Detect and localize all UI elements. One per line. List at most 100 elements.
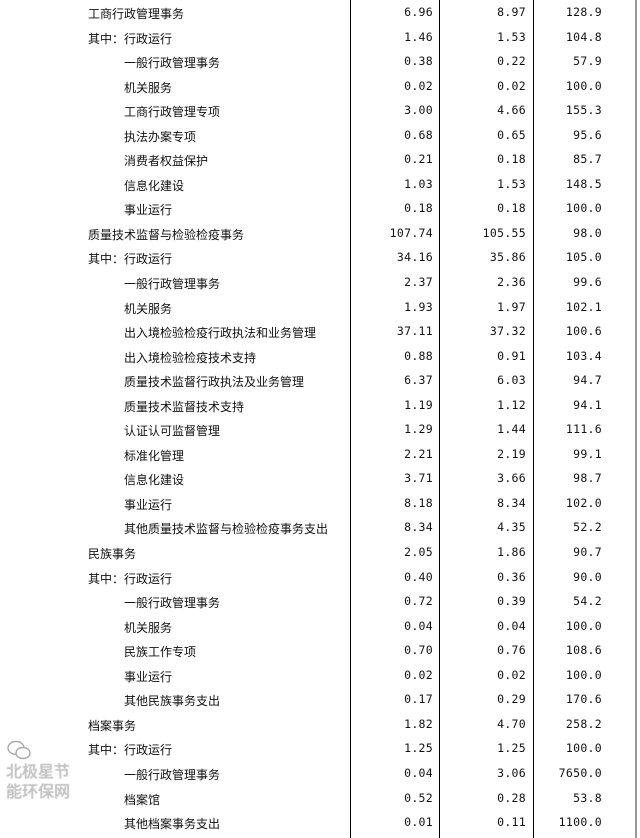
value-col-2: 0.02 — [497, 78, 526, 93]
value-col-3: 102.0 — [565, 495, 602, 510]
value-col-2: 1.44 — [497, 422, 526, 437]
value-col-2: 1.12 — [497, 397, 526, 412]
value-col-3: 90.7 — [573, 545, 602, 560]
row-label: 信息化建设 — [124, 473, 185, 488]
value-col-3: 90.0 — [573, 569, 602, 584]
row-label: 消费者权益保护 — [124, 154, 209, 169]
value-col-2: 1.53 — [497, 176, 526, 191]
row-label: 质量技术监督行政执法及业务管理 — [124, 375, 305, 390]
value-col-1: 3.00 — [404, 103, 433, 118]
value-col-3: 94.7 — [573, 373, 602, 388]
row-label: 民族事务 — [88, 547, 137, 562]
value-col-1: 6.37 — [404, 373, 433, 388]
value-col-2: 1.25 — [497, 741, 526, 756]
table-row: 其他质量技术监督与检验检疫事务支出 8.34 4.35 52.2 — [0, 516, 640, 541]
watermark: 北极星节能环保网 — [6, 740, 78, 802]
value-col-2: 8.97 — [497, 5, 526, 19]
value-col-2: 0.36 — [497, 569, 526, 584]
value-col-3: 7650.0 — [558, 765, 602, 780]
value-col-2: 4.35 — [497, 520, 526, 535]
value-col-1: 0.40 — [404, 569, 433, 584]
value-col-1: 0.02 — [404, 78, 433, 93]
value-col-2: 0.65 — [497, 127, 526, 142]
value-col-1: 1.82 — [404, 716, 433, 731]
value-col-2: 0.11 — [497, 815, 526, 830]
value-col-2: 8.34 — [497, 495, 526, 510]
table-row: 质量技术监督与检验检疫事务 107.74 105.55 98.0 — [0, 222, 640, 247]
value-col-1: 1.93 — [404, 299, 433, 314]
row-label: 档案馆 — [124, 792, 161, 807]
table-row: 事业运行 8.18 8.34 102.0 — [0, 492, 640, 517]
value-col-1: 8.18 — [404, 495, 433, 510]
value-col-3: 94.1 — [573, 397, 602, 412]
row-label: 档案事务 — [88, 718, 137, 733]
row-label: 其中：行政运行 — [88, 252, 173, 267]
watermark-text: 北极星节能环保网 — [6, 762, 71, 801]
table-row: 档案馆 0.52 0.28 53.8 — [0, 787, 640, 812]
value-col-2: 105.55 — [482, 225, 526, 240]
value-col-2: 0.22 — [497, 54, 526, 69]
row-label: 机关服务 — [124, 80, 173, 95]
table-row: 事业运行 0.18 0.18 100.0 — [0, 197, 640, 222]
row-label: 民族工作专项 — [124, 645, 197, 660]
value-col-1: 0.38 — [404, 54, 433, 69]
value-col-2: 6.03 — [497, 373, 526, 388]
table-row: 执法办案专项 0.68 0.65 95.6 — [0, 124, 640, 149]
value-col-3: 258.2 — [565, 716, 602, 731]
table-row: 出入境检验检疫行政执法和业务管理 37.11 37.32 100.6 — [0, 320, 640, 345]
value-col-3: 100.0 — [565, 618, 602, 633]
value-col-3: 100.0 — [565, 667, 602, 682]
value-col-2: 0.29 — [497, 692, 526, 707]
row-label: 一般行政管理事务 — [124, 767, 221, 782]
value-col-1: 0.68 — [404, 127, 433, 142]
value-col-1: 0.52 — [404, 790, 433, 805]
table-row: 出入境检验检疫技术支持 0.88 0.91 103.4 — [0, 345, 640, 370]
value-col-2: 0.91 — [497, 348, 526, 363]
wechat-icon — [7, 740, 31, 760]
row-label: 机关服务 — [124, 620, 173, 635]
table-row: 质量技术监督行政执法及业务管理 6.37 6.03 94.7 — [0, 369, 640, 394]
row-label: 事业运行 — [124, 203, 173, 218]
value-col-1: 0.04 — [404, 618, 433, 633]
row-label: 质量技术监督与检验检疫事务 — [88, 227, 245, 242]
value-col-1: 2.21 — [404, 446, 433, 461]
value-col-1: 3.71 — [404, 471, 433, 486]
row-label: 其他质量技术监督与检验检疫事务支出 — [124, 522, 329, 537]
value-col-1: 1.19 — [404, 397, 433, 412]
table-row: 信息化建设 3.71 3.66 98.7 — [0, 467, 640, 492]
table-row: 其中：行政运行 1.25 1.25 100.0 — [0, 737, 640, 762]
value-col-2: 2.19 — [497, 446, 526, 461]
value-col-1: 0.21 — [404, 152, 433, 167]
column-divider — [439, 0, 440, 838]
row-label: 工商行政管理专项 — [124, 105, 221, 120]
row-label: 信息化建设 — [124, 178, 185, 193]
table-row: 工商行政管理事务 6.96 8.97 128.9 — [0, 1, 640, 26]
value-col-1: 0.72 — [404, 594, 433, 609]
table-row: 认证认可监督管理 1.29 1.44 111.6 — [0, 418, 640, 443]
value-col-3: 52.2 — [573, 520, 602, 535]
row-label: 认证认可监督管理 — [124, 424, 221, 439]
value-col-3: 148.5 — [565, 176, 602, 191]
value-col-1: 0.17 — [404, 692, 433, 707]
value-col-2: 4.66 — [497, 103, 526, 118]
value-col-1: 0.01 — [404, 815, 433, 830]
table-row: 事业运行 0.02 0.02 100.0 — [0, 664, 640, 689]
value-col-3: 99.1 — [573, 446, 602, 461]
table-row: 消费者权益保护 0.21 0.18 85.7 — [0, 148, 640, 173]
value-col-1: 1.29 — [404, 422, 433, 437]
value-col-3: 99.6 — [573, 275, 602, 290]
value-col-3: 102.1 — [565, 299, 602, 314]
value-col-3: 100.0 — [565, 78, 602, 93]
table-row: 机关服务 1.93 1.97 102.1 — [0, 296, 640, 321]
value-col-3: 170.6 — [565, 692, 602, 707]
value-col-2: 1.53 — [497, 29, 526, 44]
table-row: 信息化建设 1.03 1.53 148.5 — [0, 173, 640, 198]
value-col-2: 1.86 — [497, 545, 526, 560]
table-row: 其中：行政运行 1.46 1.53 104.8 — [0, 26, 640, 51]
value-col-3: 53.8 — [573, 790, 602, 805]
value-col-3: 98.0 — [573, 225, 602, 240]
row-label: 出入境检验检疫技术支持 — [124, 350, 257, 365]
table-row: 机关服务 0.04 0.04 100.0 — [0, 615, 640, 640]
table-row: 质量技术监督技术支持 1.19 1.12 94.1 — [0, 394, 640, 419]
table-row: 标准化管理 2.21 2.19 99.1 — [0, 443, 640, 468]
